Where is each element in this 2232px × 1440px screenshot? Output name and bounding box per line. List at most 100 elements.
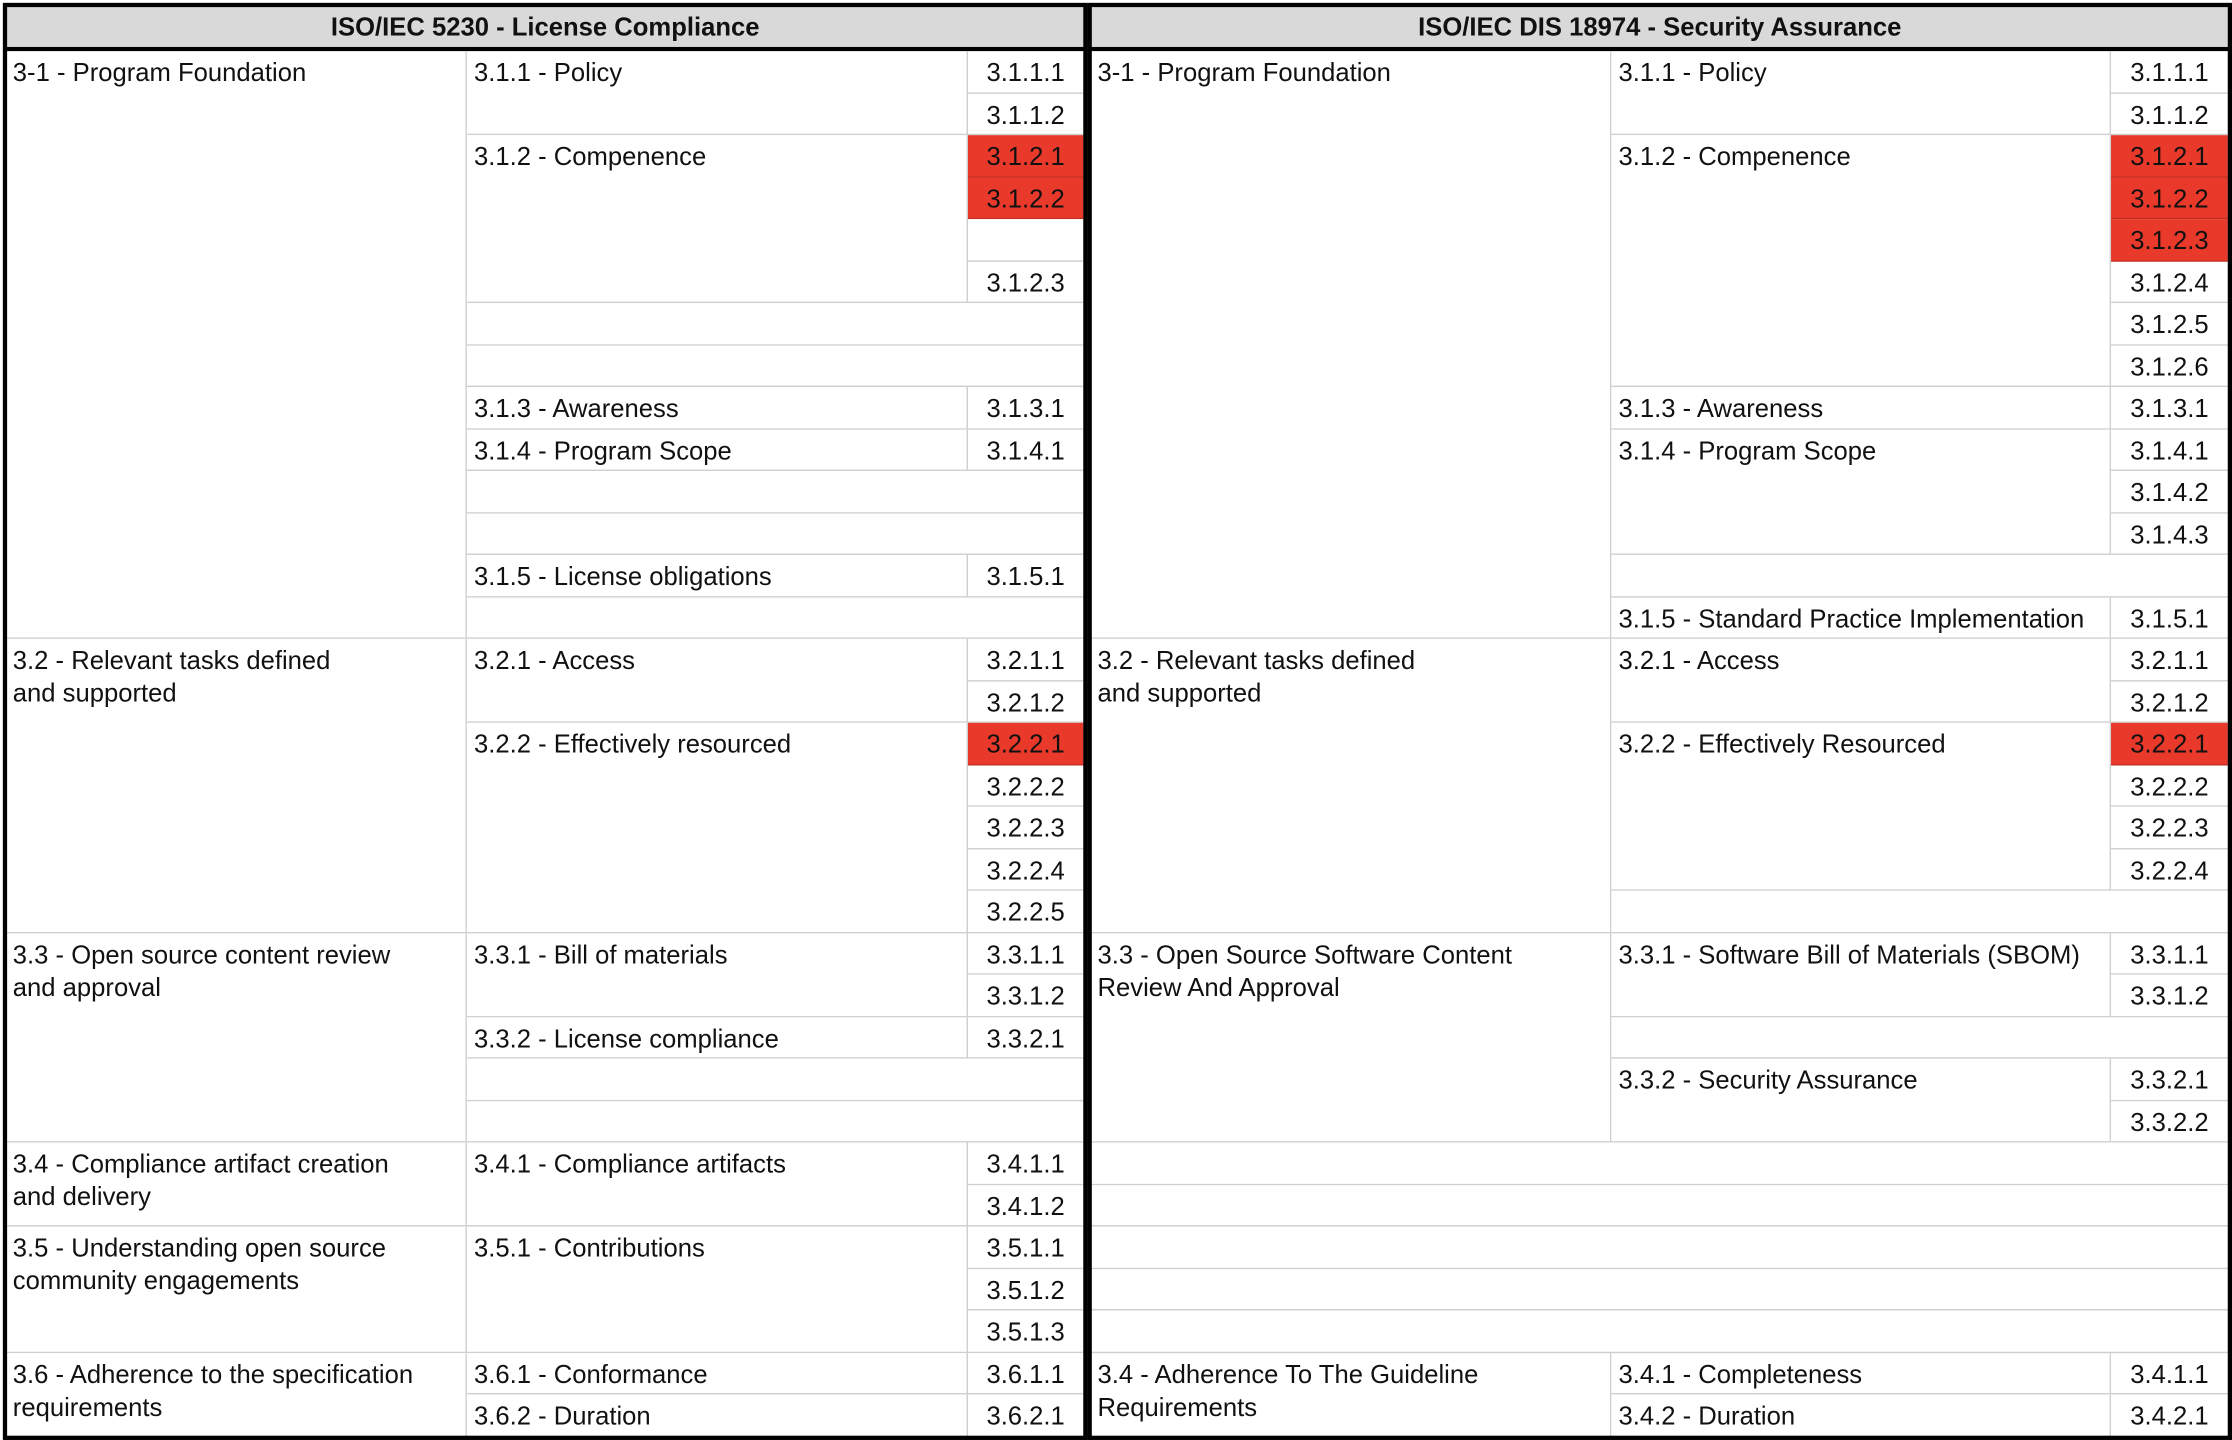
empty-cell (1090, 1310, 2230, 1353)
item-id: 3.1.3.1 (2111, 387, 2230, 430)
item-id: 3.4.1.1 (2111, 1352, 2230, 1395)
item-id: 3.2.2.5 (967, 890, 1085, 933)
subsection-title: 3.6.2 - Duration (466, 1394, 968, 1437)
subsection-title: 3.1.4 - Program Scope (1611, 429, 2112, 555)
item-id: 3.4.1.2 (967, 1184, 1085, 1227)
empty-cell (1611, 554, 2230, 597)
item-id: 3.1.5.1 (967, 554, 1085, 597)
item-id: 3.4.2.1 (2111, 1394, 2230, 1437)
subsection-title: 3.1.1 - Policy (466, 51, 968, 136)
item-id: 3.2.2.4 (967, 848, 1085, 891)
item-id: 3.3.2.1 (2111, 1058, 2230, 1101)
subsection-title: 3.1.5 - License obligations (466, 554, 968, 597)
item-id: 3.3.2.1 (967, 1016, 1085, 1059)
item-id: 3.1.1.2 (967, 93, 1085, 136)
empty-cell (466, 512, 1085, 555)
item-id: 3.1.1.1 (967, 51, 1085, 94)
item-id: 3.1.2.3 (967, 261, 1085, 304)
subsection-title: 3.2.1 - Access (466, 638, 968, 723)
empty-cell (466, 470, 1085, 513)
subsection-title: 3.1.4 - Program Scope (466, 429, 968, 471)
item-id: 3.3.1.1 (967, 932, 1085, 975)
item-id: 3.1.4.1 (2111, 429, 2230, 471)
empty-cell (1090, 1184, 2230, 1227)
subsection-title: 3.1.2 - Compenence (466, 135, 968, 304)
section-title: 3.3 - Open source content review and app… (5, 932, 467, 1143)
subsection-title: 3.2.1 - Access (1611, 638, 2112, 723)
item-id: 3.3.1.1 (2111, 932, 2230, 975)
item-id: 3.2.1.2 (967, 680, 1085, 723)
item-id: 3.3.2.2 (2111, 1100, 2230, 1143)
empty-cell (1090, 1268, 2230, 1311)
empty-cell (466, 1100, 1085, 1143)
section-title: 3.4 - Adherence To The Guideline Require… (1090, 1352, 1612, 1437)
section-title: 3.6 - Adherence to the specification req… (5, 1352, 467, 1437)
subsection-title: 3.3.1 - Software Bill of Materials (SBOM… (1611, 932, 2112, 1017)
section-title: 3-1 - Program Foundation (1090, 51, 1612, 639)
empty-cell (1611, 1016, 2230, 1059)
item-id: 3.2.1.1 (967, 638, 1085, 681)
section-title: 3.3 - Open Source Software Content Revie… (1090, 932, 1612, 1143)
empty-cell (967, 219, 1085, 262)
subsection-title: 3.2.2 - Effectively resourced (466, 722, 968, 933)
empty-cell (466, 1058, 1085, 1101)
section-title: 3.2 - Relevant tasks defined and support… (1090, 638, 1612, 933)
empty-cell (466, 345, 1085, 388)
subsection-title: 3.2.2 - Effectively Resourced (1611, 722, 2112, 891)
item-id: 3.1.4.2 (2111, 470, 2230, 513)
subsection-title: 3.4.1 - Completeness (1611, 1352, 2112, 1395)
empty-cell (466, 303, 1085, 346)
item-id: 3.2.2.2 (2111, 764, 2230, 807)
section-title: 3.2 - Relevant tasks defined and support… (5, 638, 467, 933)
item-id: 3.2.2.2 (967, 764, 1085, 807)
item-id: 3.2.1.2 (2111, 680, 2230, 723)
item-id: 3.1.2.4 (2111, 261, 2230, 304)
item-id: 3.2.2.1 (967, 722, 1085, 765)
item-id: 3.2.2.4 (2111, 848, 2230, 891)
empty-cell (1090, 1226, 2230, 1269)
item-id: 3.1.3.1 (967, 387, 1085, 430)
empty-cell (466, 596, 1085, 639)
item-id: 3.2.1.1 (2111, 638, 2230, 681)
subsection-title: 3.4.1 - Compliance artifacts (466, 1142, 968, 1227)
subsection-title: 3.3.2 - Security Assurance (1611, 1058, 2112, 1143)
item-id: 3.5.1.1 (967, 1226, 1085, 1269)
empty-cell (1611, 890, 2230, 933)
subsection-title: 3.3.1 - Bill of materials (466, 932, 968, 1017)
item-id: 3.3.1.2 (967, 974, 1085, 1017)
subsection-title: 3.3.2 - License compliance (466, 1016, 968, 1059)
item-id: 3.1.2.5 (2111, 303, 2230, 346)
item-id: 3.3.1.2 (2111, 974, 2230, 1017)
subsection-title: 3.4.2 - Duration (1611, 1394, 2112, 1437)
item-id: 3.6.2.1 (967, 1394, 1085, 1437)
item-id: 3.1.2.3 (2111, 219, 2230, 262)
item-id: 3.1.4.1 (967, 429, 1085, 471)
item-id: 3.5.1.2 (967, 1268, 1085, 1311)
item-id: 3.1.5.1 (2111, 596, 2230, 639)
item-id: 3.1.1.1 (2111, 51, 2230, 94)
empty-cell (1090, 1142, 2230, 1185)
subsection-title: 3.1.3 - Awareness (466, 387, 968, 430)
item-id: 3.2.2.3 (2111, 806, 2230, 849)
item-id: 3.1.2.6 (2111, 345, 2230, 388)
section-title: 3.5 - Understanding open source communit… (5, 1226, 467, 1353)
item-id: 3.5.1.3 (967, 1310, 1085, 1353)
item-id: 3.1.2.1 (967, 135, 1085, 178)
section-title: 3-1 - Program Foundation (5, 51, 467, 639)
subsection-title: 3.1.1 - Policy (1611, 51, 2112, 136)
subsection-title: 3.6.1 - Conformance (466, 1352, 968, 1395)
section-title: 3.4 - Compliance artifact creation and d… (5, 1142, 467, 1227)
item-id: 3.1.1.2 (2111, 93, 2230, 136)
item-id: 3.2.2.3 (967, 806, 1085, 849)
subsection-title: 3.1.3 - Awareness (1611, 387, 2112, 430)
item-id: 3.1.2.2 (2111, 177, 2230, 220)
item-id: 3.6.1.1 (967, 1352, 1085, 1395)
item-id: 3.1.4.3 (2111, 512, 2230, 555)
table-header: ISO/IEC 5230 - License Compliance (5, 2, 1085, 52)
subsection-title: 3.5.1 - Contributions (466, 1226, 968, 1353)
item-id: 3.4.1.1 (967, 1142, 1085, 1185)
item-id: 3.2.2.1 (2111, 722, 2230, 765)
subsection-title: 3.1.5 - Standard Practice Implementation (1611, 596, 2112, 639)
